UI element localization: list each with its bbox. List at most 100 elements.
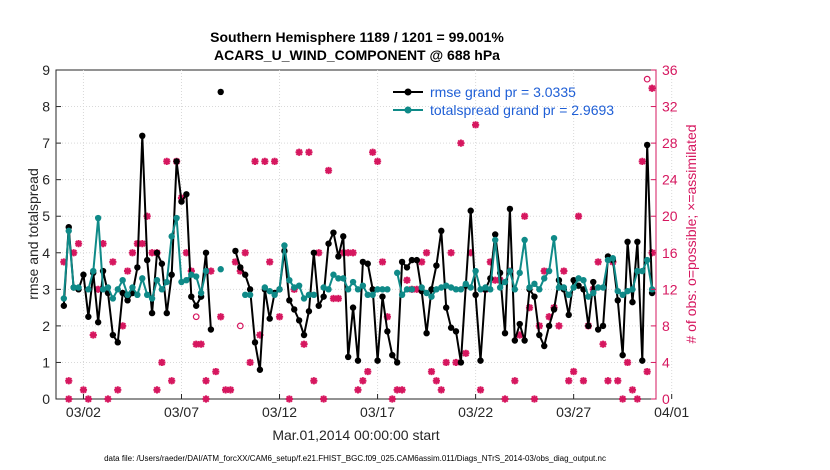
obs-possible-marker — [236, 322, 244, 330]
spread-point — [560, 284, 568, 291]
obs-assimilated-marker — [442, 358, 450, 367]
obs-assimilated-marker — [158, 358, 166, 367]
obs-assimilated-marker — [329, 294, 338, 303]
obs-assimilated-marker — [94, 285, 102, 293]
spread-point — [482, 284, 489, 291]
spread-point — [349, 278, 357, 286]
spread-point — [531, 280, 538, 288]
obs-assimilated-marker — [261, 157, 269, 165]
rmse-point — [457, 359, 465, 366]
obs-assimilated-marker — [530, 395, 539, 403]
spread-point — [447, 284, 455, 291]
y-tick-label: 3 — [42, 281, 50, 297]
obs-assimilated-marker — [207, 267, 215, 275]
spread-point — [364, 291, 371, 299]
spread-point — [565, 291, 572, 299]
spread-point — [526, 284, 533, 291]
spread-point — [423, 289, 430, 297]
rmse-point — [163, 309, 170, 317]
rmse-point — [550, 306, 558, 313]
obs-assimilated-marker — [84, 395, 92, 403]
rmse-point — [506, 205, 514, 213]
rmse-point — [354, 357, 362, 364]
y2-tick-label: 28 — [662, 135, 678, 151]
spread-point — [148, 295, 156, 302]
obs-assimilated-marker — [163, 157, 171, 165]
rmse-point — [634, 238, 641, 246]
spread-point — [266, 287, 273, 295]
spread-point — [398, 291, 406, 299]
obs-assimilated-marker — [594, 258, 602, 266]
obs-assimilated-marker — [89, 331, 97, 339]
obs-assimilated-marker — [648, 84, 656, 92]
obs-assimilated-marker — [599, 340, 607, 348]
rmse-point — [114, 339, 121, 346]
obs-assimilated-marker — [99, 240, 107, 248]
spread-point — [643, 256, 651, 264]
spread-point — [428, 293, 435, 300]
obs-assimilated-marker — [251, 157, 259, 165]
spread-point — [129, 284, 136, 291]
rmse-point — [393, 359, 401, 366]
rmse-point — [188, 293, 195, 300]
obs-assimilated-marker — [565, 377, 573, 385]
obs-assimilated-marker — [295, 148, 303, 156]
rmse-point — [256, 366, 264, 373]
obs-assimilated-marker — [246, 358, 254, 367]
rmse-point — [134, 264, 141, 271]
spread-point — [305, 291, 313, 299]
obs-assimilated-marker — [462, 349, 470, 357]
spread-point — [585, 293, 592, 300]
y2-tick-label: 32 — [662, 99, 678, 115]
rmse-point — [291, 306, 298, 313]
spread-point — [178, 278, 185, 286]
obs-assimilated-marker — [236, 267, 244, 275]
spread-point — [188, 271, 195, 278]
y2-tick-label: 0 — [662, 391, 670, 407]
rmse-point — [158, 260, 166, 267]
y2-tick-label: 12 — [662, 281, 678, 297]
legend-spread-marker — [404, 106, 412, 114]
rmse-point — [541, 342, 548, 350]
spread-point — [599, 284, 607, 291]
spread-point — [590, 289, 597, 297]
rmse-point — [521, 337, 528, 344]
spread-point — [359, 282, 367, 289]
rmse-point — [320, 293, 327, 300]
rmse-point — [340, 233, 347, 240]
obs-assimilated-marker — [623, 358, 632, 367]
rmse-point — [305, 308, 313, 315]
rmse-point — [565, 311, 572, 319]
spread-point — [90, 267, 97, 275]
obs-assimilated-marker — [222, 386, 230, 394]
y2-tick-label: 20 — [662, 208, 678, 224]
rmse-point — [575, 282, 582, 289]
x-tick-label: 04/01 — [654, 404, 689, 420]
spread-point — [271, 291, 278, 299]
chart-title: Southern Hemisphere 1189 / 1201 = 99.001… — [210, 29, 504, 45]
spread-point — [614, 287, 621, 295]
rmse-point — [202, 249, 210, 256]
obs-assimilated-marker — [168, 377, 176, 385]
obs-assimilated-marker — [511, 377, 519, 385]
spread-point — [545, 267, 553, 275]
rmse-point — [364, 260, 371, 267]
spread-point — [109, 295, 117, 302]
obs-assimilated-marker — [192, 340, 200, 348]
obs-assimilated-marker — [383, 313, 391, 321]
rmse-point — [438, 227, 445, 235]
rmse-point — [192, 302, 200, 309]
obs-assimilated-marker — [74, 240, 83, 248]
obs-assimilated-marker — [65, 377, 73, 385]
spread-point — [281, 242, 288, 249]
spread-point — [575, 275, 582, 282]
rmse-point — [246, 286, 254, 293]
spread-point — [158, 286, 166, 293]
spread-point — [639, 267, 646, 275]
obs-assimilated-marker — [104, 395, 112, 403]
spread-point — [521, 236, 528, 244]
obs-assimilated-marker — [413, 285, 421, 293]
spread-point — [369, 291, 376, 299]
rmse-point — [467, 207, 474, 214]
rmse-point — [614, 297, 621, 304]
